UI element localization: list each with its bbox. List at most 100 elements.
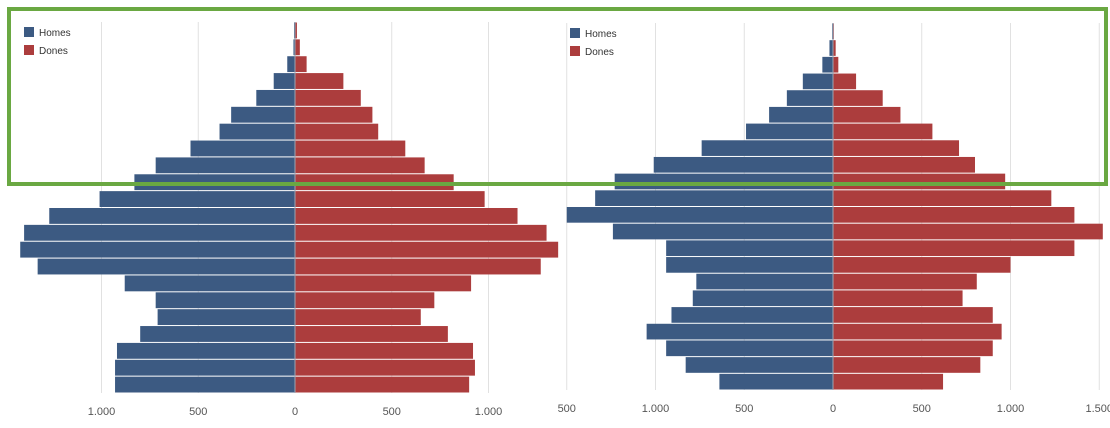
bar-dones — [295, 208, 518, 224]
bar-homes — [829, 40, 833, 56]
legend-label-homes: Homes — [585, 29, 617, 40]
bar-dones — [295, 22, 297, 39]
bar-homes — [769, 106, 833, 123]
legend-swatch-dones — [24, 45, 34, 55]
bar-dones — [833, 323, 1002, 340]
pyramid-chart-right: 500 1.000 500 0 500 1.000 1.500 Homes Dones — [558, 23, 1110, 415]
bar-dones — [833, 123, 933, 140]
bar-homes — [24, 224, 295, 241]
bar-homes — [653, 156, 833, 173]
legend-label-dones: Dones — [585, 47, 614, 58]
bar-dones — [295, 106, 373, 123]
bar-dones — [295, 224, 547, 241]
bar-dones — [295, 292, 435, 309]
bar-dones — [833, 190, 1052, 206]
bar-homes — [20, 241, 295, 258]
bar-dones — [833, 257, 1011, 273]
bar-homes — [566, 207, 833, 223]
bar-homes — [666, 240, 833, 257]
bar-dones — [295, 309, 421, 326]
bar-homes — [719, 373, 833, 390]
bar-homes — [99, 191, 295, 207]
bar-homes — [612, 223, 833, 240]
highlight-rectangle — [7, 7, 1108, 186]
bar-homes — [155, 292, 295, 309]
bar-homes — [685, 357, 833, 373]
bar-homes — [124, 275, 295, 292]
legend-swatch-homes — [570, 28, 580, 38]
x-tick-label: 500 — [383, 406, 401, 418]
bar-homes — [802, 73, 833, 90]
bar-dones — [833, 73, 857, 90]
bar-homes — [157, 309, 295, 326]
x-tick-label: 0 — [292, 406, 298, 418]
bar-dones — [833, 357, 981, 373]
bar-dones — [833, 273, 977, 290]
bar-homes — [140, 326, 295, 342]
bar-homes — [701, 140, 833, 156]
x-tick-label: 500 — [558, 403, 576, 415]
bar-homes — [671, 307, 833, 323]
bar-dones — [295, 376, 470, 393]
bar-homes — [190, 140, 295, 157]
bar-homes — [155, 157, 295, 174]
x-tick-label: 1.000 — [642, 403, 670, 415]
bar-homes — [692, 290, 833, 307]
bar-homes — [37, 258, 296, 275]
legend-swatch-dones — [570, 46, 580, 56]
bar-dones — [295, 326, 448, 342]
x-tick-label: 1.500 — [1085, 403, 1110, 415]
bar-dones — [295, 89, 361, 106]
bar-dones — [833, 223, 1103, 240]
bar-homes — [273, 73, 295, 89]
bar-homes — [293, 39, 295, 56]
legend-label-homes: Homes — [39, 28, 71, 39]
bar-dones — [833, 340, 993, 357]
x-tick-label: 0 — [830, 403, 836, 415]
bar-dones — [833, 156, 975, 173]
x-tick-label: 500 — [735, 403, 753, 415]
legend-label-dones: Dones — [39, 46, 68, 57]
bar-dones — [833, 307, 993, 323]
bar-dones — [295, 39, 300, 56]
bar-homes — [786, 90, 833, 106]
bar-homes — [666, 340, 833, 357]
legend-swatch-homes — [24, 27, 34, 37]
bar-dones — [833, 290, 963, 307]
bar-dones — [833, 373, 944, 390]
x-tick-label: 1.000 — [475, 406, 503, 418]
bar-dones — [295, 157, 425, 174]
bar-homes — [666, 257, 833, 273]
bar-dones — [295, 241, 559, 258]
bar-homes — [614, 173, 833, 190]
bar-homes — [646, 323, 833, 340]
bar-dones — [833, 56, 839, 73]
x-tick-label: 500 — [189, 406, 207, 418]
bar-homes — [219, 123, 295, 140]
bar-homes — [49, 208, 295, 224]
x-tick-label: 1.000 — [997, 403, 1025, 415]
bar-dones — [833, 240, 1075, 257]
bar-dones — [833, 140, 960, 156]
bar-homes — [115, 376, 295, 393]
bar-dones — [833, 90, 883, 106]
x-tick-label: 500 — [913, 403, 931, 415]
bar-dones — [295, 56, 307, 73]
bar-dones — [295, 275, 472, 292]
pyramid-chart-left: 1.000 500 0 500 1.000 Homes Dones — [20, 22, 559, 418]
bar-homes — [287, 56, 295, 73]
bar-homes — [595, 190, 833, 206]
bar-homes — [231, 106, 295, 123]
x-tick-label: 1.000 — [88, 406, 116, 418]
bar-homes — [746, 123, 833, 140]
bar-dones — [295, 140, 406, 157]
bar-dones — [295, 123, 379, 140]
bar-dones — [295, 342, 474, 359]
bar-dones — [833, 40, 836, 56]
bar-homes — [116, 342, 295, 359]
bar-dones — [833, 173, 1006, 190]
bar-dones — [295, 191, 485, 207]
bar-dones — [295, 73, 344, 89]
